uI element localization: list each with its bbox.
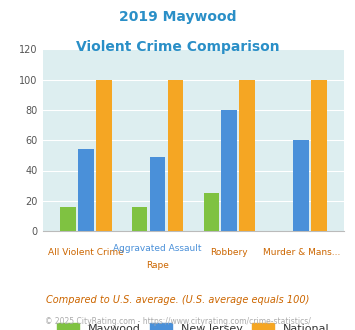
Text: © 2025 CityRating.com - https://www.cityrating.com/crime-statistics/: © 2025 CityRating.com - https://www.city…: [45, 317, 310, 326]
Bar: [203, 193, 219, 231]
Bar: [240, 80, 255, 231]
Bar: [150, 157, 165, 231]
Text: Compared to U.S. average. (U.S. average equals 100): Compared to U.S. average. (U.S. average …: [46, 295, 309, 305]
Bar: [78, 149, 94, 231]
Text: All Violent Crime: All Violent Crime: [48, 248, 124, 257]
Bar: [96, 80, 111, 231]
Bar: [168, 80, 184, 231]
Text: Robbery: Robbery: [211, 248, 248, 257]
Text: Aggravated Assault: Aggravated Assault: [113, 244, 202, 253]
Bar: [132, 207, 147, 231]
Bar: [222, 110, 237, 231]
Bar: [60, 207, 76, 231]
Text: 2019 Maywood: 2019 Maywood: [119, 10, 236, 24]
Text: Violent Crime Comparison: Violent Crime Comparison: [76, 40, 279, 53]
Text: Rape: Rape: [146, 261, 169, 270]
Text: Murder & Mans...: Murder & Mans...: [263, 248, 340, 257]
Bar: [311, 80, 327, 231]
Legend: Maywood, New Jersey, National: Maywood, New Jersey, National: [53, 318, 334, 330]
Bar: [293, 140, 309, 231]
